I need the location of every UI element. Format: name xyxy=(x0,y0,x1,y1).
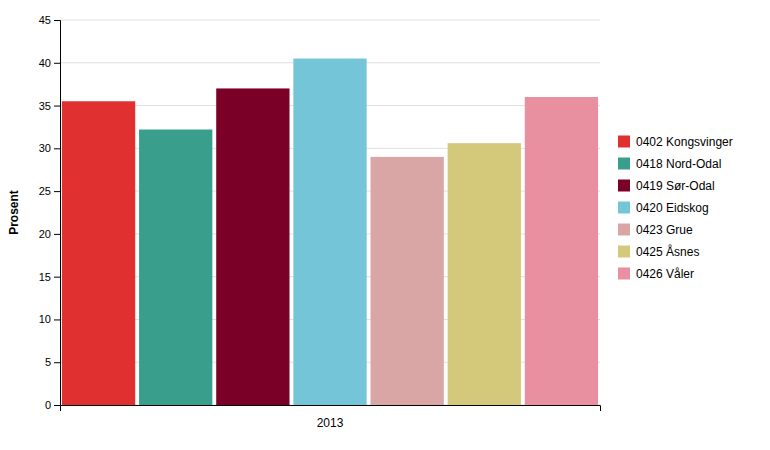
legend-item: 0425 Åsnes xyxy=(618,244,699,259)
tick-label: 45 xyxy=(39,14,51,26)
grid-line xyxy=(60,20,600,21)
legend-label: 0402 Kongsvinger xyxy=(636,135,733,149)
tick-mark xyxy=(54,106,60,107)
legend-item: 0402 Kongsvinger xyxy=(618,135,733,149)
tick-mark xyxy=(54,362,60,363)
x-group-label: 2013 xyxy=(317,416,344,430)
tick-mark xyxy=(54,191,60,192)
tick-label: 20 xyxy=(39,228,51,240)
tick-mark xyxy=(54,148,60,149)
tick: 15 xyxy=(39,271,60,283)
tick: 0 xyxy=(45,399,60,411)
chart-svg: 0 5 10 15 20 25 30 35 40 45 2013 Prosent 0402 Kongsv… xyxy=(0,0,770,450)
tick-mark xyxy=(54,277,60,278)
legend-item: 0418 Nord-Odal xyxy=(618,157,721,171)
legend-swatch xyxy=(618,246,630,258)
legend-label: 0418 Nord-Odal xyxy=(636,157,721,171)
bar xyxy=(293,59,366,406)
y-axis-title: Prosent xyxy=(7,190,21,235)
bar xyxy=(371,157,444,405)
bar xyxy=(448,143,521,405)
bar xyxy=(139,130,212,405)
legend: 0402 Kongsvinger 0418 Nord-Odal 0419 Sør-O… xyxy=(618,135,733,281)
bar xyxy=(62,101,135,405)
tick-label: 35 xyxy=(39,100,51,112)
legend-label: 0425 Åsnes xyxy=(636,244,699,259)
tick-mark xyxy=(54,405,60,406)
tick: 10 xyxy=(39,313,60,325)
tick: 5 xyxy=(45,356,60,368)
tick: 20 xyxy=(39,228,60,240)
tick-label: 40 xyxy=(39,57,51,69)
legend-swatch xyxy=(618,202,630,214)
legend-swatch xyxy=(618,180,630,192)
tick: 45 xyxy=(39,14,60,26)
axis-domain xyxy=(54,21,61,406)
tick: 25 xyxy=(39,185,60,197)
tick-mark xyxy=(54,20,60,21)
x-axis xyxy=(61,406,601,412)
tick-label: 10 xyxy=(39,313,51,325)
legend-label: 0419 Sør-Odal xyxy=(636,179,715,193)
legend-item: 0423 Grue xyxy=(618,223,693,237)
tick: 35 xyxy=(39,100,60,112)
tick-label: 15 xyxy=(39,271,51,283)
legend-label: 0420 Eidskog xyxy=(636,201,709,215)
legend-item: 0419 Sør-Odal xyxy=(618,179,715,193)
bar xyxy=(525,97,598,405)
tick-mark xyxy=(54,234,60,235)
axis-domain xyxy=(61,406,601,412)
bars xyxy=(62,59,598,406)
tick-label: 5 xyxy=(45,356,51,368)
tick: 30 xyxy=(39,142,60,154)
legend-label: 0426 Våler xyxy=(636,267,694,281)
chart-container: 0 5 10 15 20 25 30 35 40 45 2013 Prosent 0402 Kongsv… xyxy=(0,0,770,450)
y-axis: 0 5 10 15 20 25 30 35 40 45 xyxy=(39,14,61,411)
legend-item: 0426 Våler xyxy=(618,267,694,281)
plot-area: 0 5 10 15 20 25 30 35 40 45 2013 Prosent xyxy=(7,14,601,430)
legend-label: 0423 Grue xyxy=(636,223,693,237)
tick-label: 30 xyxy=(39,142,51,154)
tick: 40 xyxy=(39,57,60,69)
tick-label: 25 xyxy=(39,185,51,197)
grid xyxy=(60,20,600,405)
legend-swatch xyxy=(618,268,630,280)
tick-mark xyxy=(54,319,60,320)
tick-mark xyxy=(54,63,60,64)
legend-item: 0420 Eidskog xyxy=(618,201,709,215)
legend-swatch xyxy=(618,158,630,170)
tick-label: 0 xyxy=(45,399,51,411)
legend-swatch xyxy=(618,224,630,236)
legend-swatch xyxy=(618,136,630,148)
bar xyxy=(216,88,289,405)
